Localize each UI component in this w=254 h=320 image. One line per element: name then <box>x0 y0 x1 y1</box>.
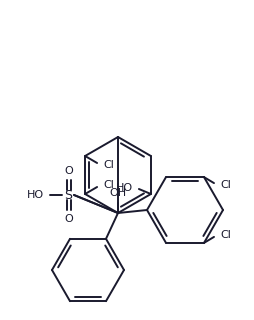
Text: Cl: Cl <box>103 160 114 170</box>
Text: Cl: Cl <box>103 180 114 190</box>
Text: O: O <box>65 214 73 224</box>
Text: Cl: Cl <box>220 180 231 190</box>
Text: HO: HO <box>116 183 133 193</box>
Text: O: O <box>65 166 73 176</box>
Text: OH: OH <box>109 188 126 198</box>
Text: S: S <box>64 188 72 202</box>
Text: Cl: Cl <box>220 230 231 240</box>
Text: HO: HO <box>27 190 44 200</box>
